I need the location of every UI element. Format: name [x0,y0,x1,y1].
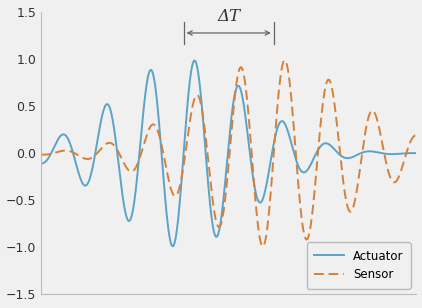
Actuator [414,151,419,155]
Text: ΔT: ΔT [217,7,240,25]
Actuator [38,162,43,165]
Sensor [414,133,419,137]
Actuator [403,152,408,155]
Actuator [192,59,197,63]
Actuator [170,244,175,248]
Legend: Actuator, Sensor: Actuator, Sensor [307,242,411,289]
Sensor [335,123,340,127]
Sensor [260,245,265,248]
Actuator [335,150,340,154]
Sensor [211,205,216,209]
Actuator [222,193,227,197]
Sensor [282,59,287,62]
Sensor [38,153,43,156]
Line: Actuator: Actuator [41,61,417,246]
Sensor [57,149,62,153]
Sensor [403,153,408,157]
Sensor [403,153,408,156]
Sensor [221,210,226,213]
Actuator [403,152,408,155]
Line: Sensor: Sensor [41,60,417,246]
Actuator [211,230,216,233]
Actuator [57,135,62,138]
